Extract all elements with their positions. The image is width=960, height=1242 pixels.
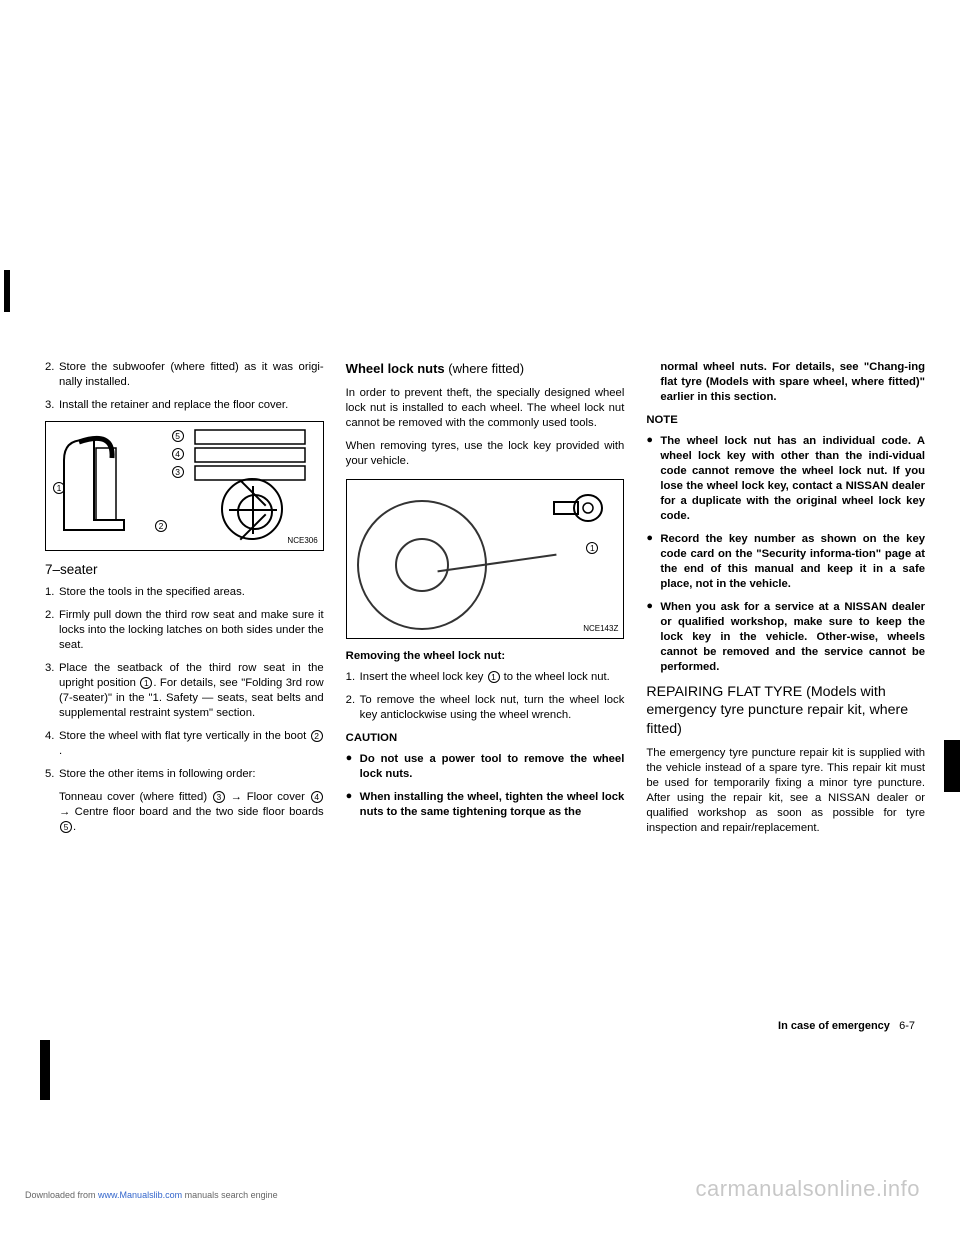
repairing-para: The emergency tyre puncture repair kit i… <box>646 746 925 836</box>
note-text: The wheel lock nut has an individual cod… <box>660 434 925 524</box>
step-text: Insert the wheel lock key 1 to the wheel… <box>360 670 625 685</box>
section-tab-right <box>944 740 960 792</box>
callout-4: 4 <box>172 448 184 460</box>
note-label: NOTE <box>646 413 925 428</box>
figure-covers-icon <box>175 428 315 486</box>
section-name: In case of emergency <box>778 1020 890 1032</box>
figure-lock-key: 1 NCE143Z <box>346 479 625 639</box>
page-number: 6-7 <box>899 1020 915 1032</box>
section-tab-left <box>40 1040 50 1100</box>
heading-removing: Removing the wheel lock nut: <box>346 649 625 664</box>
heading-wheel-lock-bold: Wheel lock nuts <box>346 361 445 376</box>
step-num: 3. <box>45 398 59 413</box>
left-edge-mark <box>4 270 10 312</box>
callout-1-inline: 1 <box>488 671 500 683</box>
step-1: 1.Insert the wheel lock key 1 to the whe… <box>346 670 625 685</box>
note-list: ●The wheel lock nut has an individual co… <box>646 434 925 675</box>
callout-2-inline: 2 <box>311 730 323 742</box>
callout-3-inline: 3 <box>213 791 225 803</box>
download-credit: Downloaded from www.Manualslib.com manua… <box>25 1190 278 1200</box>
step-num: 2. <box>45 360 59 390</box>
step-text: Store the tools in the specified areas. <box>59 585 324 600</box>
heading-wheel-lock-where: (where fitted) <box>445 361 524 376</box>
callout-1: 1 <box>53 482 65 494</box>
step-5: 5.Store the other items in following ord… <box>45 767 324 782</box>
figure-hub-icon <box>395 538 449 592</box>
figure-lockkey-icon <box>550 490 605 528</box>
steps-remove: 1.Insert the wheel lock key 1 to the whe… <box>346 670 625 723</box>
callout-5-inline: 5 <box>60 821 72 833</box>
heading-wheel-lock: Wheel lock nuts (where fitted) <box>346 360 625 378</box>
callout-5: 5 <box>172 430 184 442</box>
note-item: ●The wheel lock nut has an individual co… <box>646 434 925 524</box>
step-text: Install the retainer and replace the flo… <box>59 398 324 413</box>
column-middle: Wheel lock nuts (where fitted) In order … <box>346 360 625 844</box>
caution-text: Do not use a power tool to remove the wh… <box>360 752 625 782</box>
step-text: Place the seatback of the third row seat… <box>59 661 324 721</box>
callout-1-inline: 1 <box>140 677 152 689</box>
column-left: 2.Store the subwoofer (where fitted) as … <box>45 360 324 844</box>
caution-item: ●Do not use a power tool to remove the w… <box>346 752 625 782</box>
note-text: When you ask for a service at a NISSAN d… <box>660 600 925 675</box>
dl-link[interactable]: www.Manualslib.com <box>98 1190 182 1200</box>
step-2: 2.To remove the wheel lock nut, turn the… <box>346 693 625 723</box>
dl-prefix: Downloaded from <box>25 1190 98 1200</box>
wheel-lock-p2: When removing tyres, use the lock key pr… <box>346 439 625 469</box>
note-item: ●When you ask for a service at a NISSAN … <box>646 600 925 675</box>
step-3: 3.Install the retainer and replace the f… <box>45 398 324 413</box>
figure-label: NCE143Z <box>583 624 618 635</box>
note-item: ●Record the key number as shown on the k… <box>646 532 925 592</box>
step-2: 2.Firmly pull down the third row seat an… <box>45 608 324 653</box>
page-footer: In case of emergency 6-7 <box>778 1020 915 1032</box>
step-1: 1.Store the tools in the specified areas… <box>45 585 324 600</box>
step-text: Store the subwoofer (where fitted) as it… <box>59 360 324 390</box>
content-columns: 2.Store the subwoofer (where fitted) as … <box>45 360 925 844</box>
heading-repairing: REPAIRING FLAT TYRE (Models with emergen… <box>646 683 925 738</box>
figure-label: NCE306 <box>287 536 317 547</box>
step-4: 4.Store the wheel with flat tyre vertica… <box>45 729 324 759</box>
callout-2: 2 <box>155 520 167 532</box>
caution-continuation: normal wheel nuts. For details, see "Cha… <box>660 360 925 405</box>
step-text: Store the other items in following order… <box>59 767 324 782</box>
callout-3: 3 <box>172 466 184 478</box>
heading-7seater: 7–seater <box>45 561 324 579</box>
step-3: 3.Place the seatback of the third row se… <box>45 661 324 721</box>
step-5-sub: Tonneau cover (where fitted) 3 → Floor c… <box>59 790 324 835</box>
manual-page: 2.Store the subwoofer (where fitted) as … <box>0 0 960 1242</box>
figure-wheel-icon <box>221 478 283 540</box>
callout-4-inline: 4 <box>311 791 323 803</box>
caution-list: ●Do not use a power tool to remove the w… <box>346 752 625 820</box>
caution-label: CAUTION <box>346 731 625 746</box>
note-text: Record the key number as shown on the ke… <box>660 532 925 592</box>
caution-item: ●When installing the wheel, tighten the … <box>346 790 625 820</box>
watermark: carmanualsonline.info <box>695 1176 920 1202</box>
figure-storage: 1 2 3 4 5 NCE306 <box>45 421 324 551</box>
column-right: normal wheel nuts. For details, see "Cha… <box>646 360 925 844</box>
callout-1: 1 <box>586 542 598 554</box>
step-2: 2.Store the subwoofer (where fitted) as … <box>45 360 324 390</box>
caution-text: When installing the wheel, tighten the w… <box>360 790 625 820</box>
wheel-lock-p1: In order to prevent theft, the specially… <box>346 386 625 431</box>
steps-continued: 2.Store the subwoofer (where fitted) as … <box>45 360 324 413</box>
figure-seat-icon <box>54 430 164 540</box>
steps-7seater: 1.Store the tools in the specified areas… <box>45 585 324 782</box>
step-text: Firmly pull down the third row seat and … <box>59 608 324 653</box>
dl-suffix: manuals search engine <box>182 1190 278 1200</box>
step-text: Store the wheel with flat tyre verticall… <box>59 729 324 759</box>
step-text: To remove the wheel lock nut, turn the w… <box>360 693 625 723</box>
